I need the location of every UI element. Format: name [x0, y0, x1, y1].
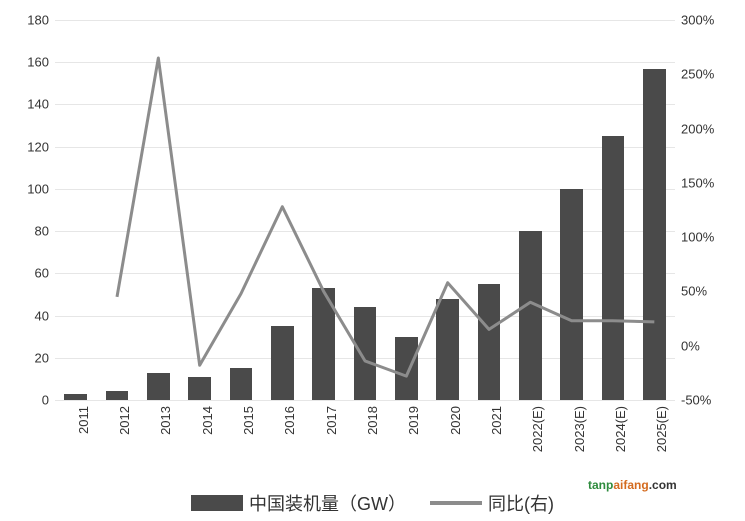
y-right-tick: 300% [681, 13, 714, 28]
legend: 中国装机量（GW） 同比(右) [0, 490, 745, 516]
bar [271, 326, 294, 400]
watermark-part2: aifang [613, 478, 648, 492]
bar [147, 373, 170, 400]
x-tick: 2014 [200, 406, 215, 435]
y-left-tick: 120 [27, 139, 49, 154]
bar [64, 394, 87, 400]
y-left-tick: 180 [27, 13, 49, 28]
x-tick: 2019 [406, 406, 421, 435]
x-tick: 2023(E) [572, 406, 587, 452]
chart-canvas: 0 20 40 60 80 100 120 140 160 180 -50% 0% 50% 100% 150… [0, 0, 745, 521]
y-right-tick: 150% [681, 175, 714, 190]
x-tick: 2024(E) [613, 406, 628, 452]
gridline [55, 400, 675, 401]
y-right-tick: 100% [681, 230, 714, 245]
y-right-tick: 250% [681, 67, 714, 82]
y-left-tick: 0 [42, 393, 49, 408]
x-tick: 2020 [448, 406, 463, 435]
gridline [55, 104, 675, 105]
y-left-tick: 100 [27, 181, 49, 196]
y-left-tick: 60 [35, 266, 49, 281]
y-right-tick: 200% [681, 121, 714, 136]
x-tick: 2018 [365, 406, 380, 435]
legend-item-line: 同比(右) [430, 490, 554, 516]
y-left-tick: 40 [35, 308, 49, 323]
x-tick: 2016 [282, 406, 297, 435]
plot-area: 020406080100120140160180-50%0%50%100%150… [55, 20, 675, 400]
bar [519, 231, 542, 400]
y-left-tick: 160 [27, 55, 49, 70]
gridline [55, 62, 675, 63]
legend-bar-label: 中国装机量（GW） [249, 490, 406, 516]
x-tick: 2021 [489, 406, 504, 435]
legend-line-swatch [430, 501, 482, 505]
bar [395, 337, 418, 400]
y-left-tick: 80 [35, 224, 49, 239]
legend-line-label: 同比(右) [488, 490, 554, 516]
x-tick: 2012 [117, 406, 132, 435]
x-tick: 2013 [158, 406, 173, 435]
bar [106, 391, 129, 401]
watermark: tanpaifang.com [588, 478, 677, 492]
gridline [55, 20, 675, 21]
y-right-tick: 50% [681, 284, 707, 299]
bar [230, 368, 253, 400]
bar [643, 69, 666, 400]
x-tick: 2025(E) [654, 406, 669, 452]
y-left-tick: 140 [27, 97, 49, 112]
watermark-part1: tanp [588, 478, 613, 492]
x-tick: 2017 [324, 406, 339, 435]
bar [354, 307, 377, 400]
x-tick: 2022(E) [530, 406, 545, 452]
bar [560, 189, 583, 400]
bar [602, 136, 625, 400]
y-right-tick: -50% [681, 393, 711, 408]
bar [436, 299, 459, 400]
watermark-part3: .com [649, 478, 677, 492]
bar [478, 284, 501, 400]
y-left-tick: 20 [35, 350, 49, 365]
bar [188, 377, 211, 400]
gridline [55, 147, 675, 148]
y-right-tick: 0% [681, 338, 700, 353]
x-tick: 2011 [76, 406, 91, 434]
bar [312, 288, 335, 400]
x-tick: 2015 [241, 406, 256, 435]
legend-bar-swatch [191, 495, 243, 511]
legend-item-bar: 中国装机量（GW） [191, 490, 406, 516]
